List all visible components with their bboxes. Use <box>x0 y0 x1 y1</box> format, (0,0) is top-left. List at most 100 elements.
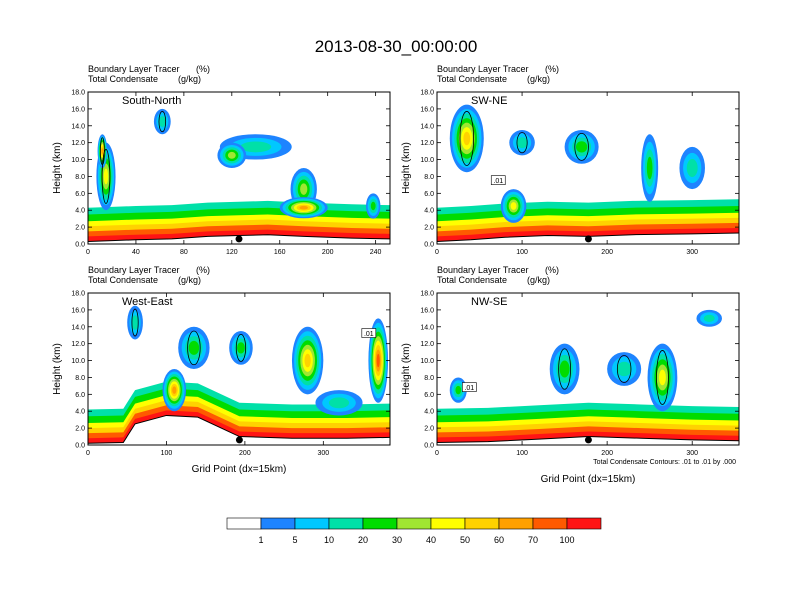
colorbar-swatch <box>498 517 534 530</box>
plot-frame <box>87 292 391 446</box>
y-tick-label: 16.0 <box>71 307 85 314</box>
terrain-outline <box>437 232 739 242</box>
panel-south-north: Boundary Layer Tracer (%) Total Condensate… <box>52 64 391 256</box>
meta-condensate-unit: (g/kg) <box>178 74 201 84</box>
y-axis-label: Height (km) <box>401 142 412 194</box>
meta-tracer-unit: (%) <box>196 64 210 74</box>
colorbar-swatch <box>260 517 296 530</box>
tracer-plume <box>328 397 350 409</box>
meta-tracer-label: Boundary Layer Tracer <box>88 64 180 74</box>
x-tick-label: 160 <box>274 249 286 256</box>
condensate-contour <box>131 308 139 337</box>
x-tick-label: 120 <box>226 249 238 256</box>
tracer-field <box>88 92 390 244</box>
tracer-plume <box>703 314 715 322</box>
colorbar-label: 50 <box>460 535 470 545</box>
meta-tracer-unit: (%) <box>196 265 210 275</box>
plot-frame <box>436 292 740 446</box>
figure-title: 2013-08-30_00:00:00 <box>315 37 478 56</box>
y-tick-label: 0.0 <box>424 443 434 450</box>
tracer-plume <box>103 168 109 185</box>
y-tick-label: 10.0 <box>420 358 434 365</box>
plot-frame <box>436 91 740 245</box>
y-tick-label: 12.0 <box>420 341 434 348</box>
colorbar-label: 10 <box>324 535 334 545</box>
tracer-plume <box>575 141 588 153</box>
colorbar-swatch <box>532 517 568 530</box>
y-tick-label: 10.0 <box>420 157 434 164</box>
y-tick-label: 2.0 <box>75 426 85 433</box>
tracer-plume <box>370 201 376 211</box>
meta-tracer-label: Boundary Layer Tracer <box>437 265 529 275</box>
tracer-plume <box>304 353 311 368</box>
y-tick-label: 12.0 <box>71 341 85 348</box>
y-tick-label: 2.0 <box>75 225 85 232</box>
x-tick-label: 100 <box>161 450 173 457</box>
meta-condensate-label: Total Condensate <box>88 74 158 84</box>
panel-west-east: Boundary Layer Tracer (%) Total Condensate… <box>52 265 391 475</box>
condensate-contour <box>100 137 105 166</box>
y-tick-label: 8.0 <box>75 375 85 382</box>
x-tick-label: 80 <box>180 249 188 256</box>
y-tick-label: 4.0 <box>75 409 85 416</box>
tracer-plume <box>616 361 632 377</box>
tracer-plume <box>463 131 471 146</box>
y-tick-label: 18.0 <box>71 291 85 298</box>
y-tick-label: 6.0 <box>75 191 85 198</box>
contour-label: .01 <box>493 178 503 185</box>
panel-label: SW-NE <box>471 95 507 107</box>
colorbar-swatch <box>430 517 466 530</box>
panel-label: NW-SE <box>471 296 507 308</box>
tracer-plume <box>559 360 570 378</box>
x-tick-label: 200 <box>322 249 334 256</box>
tracer-plume <box>376 353 380 368</box>
location-marker <box>235 436 243 444</box>
x-tick-label: 0 <box>435 450 439 457</box>
contour-label: .01 <box>364 331 374 338</box>
panel-nw-se: Boundary Layer Tracer (%) Total Condensate… <box>401 265 740 485</box>
y-tick-label: 12.0 <box>71 140 85 147</box>
meta-condensate-unit: (g/kg) <box>527 275 550 285</box>
condensate-contour <box>235 333 247 362</box>
colorbar-swatch <box>328 517 364 530</box>
location-marker <box>584 235 592 243</box>
terrain-outline <box>88 234 390 242</box>
y-tick-label: 14.0 <box>71 123 85 130</box>
tracer-plume <box>237 342 245 354</box>
x-tick-label: 300 <box>686 249 698 256</box>
y-tick-label: 8.0 <box>424 375 434 382</box>
colorbar-swatch <box>294 517 330 530</box>
y-tick-label: 14.0 <box>420 123 434 130</box>
condensate-contour <box>158 111 167 133</box>
condensate-contour <box>656 350 669 405</box>
meta-tracer-label: Boundary Layer Tracer <box>437 64 529 74</box>
x-tick-label: 200 <box>239 450 251 457</box>
contour-label-box <box>361 328 377 338</box>
x-tick-label: 240 <box>370 249 382 256</box>
tracer-plume <box>240 141 272 153</box>
tracer-plume <box>188 340 200 355</box>
tracer-plume <box>646 156 653 180</box>
y-tick-label: 10.0 <box>71 157 85 164</box>
tracer-plume <box>131 315 139 330</box>
y-tick-label: 14.0 <box>420 324 434 331</box>
x-axis-label: Grid Point (dx=15km) <box>541 474 636 485</box>
y-tick-label: 0.0 <box>75 242 85 249</box>
tracer-field: .01 <box>437 92 739 244</box>
contour-label-box <box>462 382 477 392</box>
tracer-plume <box>510 202 517 210</box>
y-tick-label: 18.0 <box>420 291 434 298</box>
y-tick-label: 0.0 <box>424 242 434 249</box>
contour-label: .01 <box>464 385 474 392</box>
x-tick-label: 0 <box>86 450 90 457</box>
y-tick-label: 8.0 <box>424 174 434 181</box>
y-tick-label: 16.0 <box>71 106 85 113</box>
y-axis-label: Height (km) <box>401 343 412 395</box>
tracer-field: .01 <box>437 293 739 445</box>
x-tick-label: 100 <box>516 249 528 256</box>
x-tick-label: 300 <box>317 450 329 457</box>
condensate-contour <box>459 111 474 166</box>
contour-footnote: Total Condensate Contours: .01 to .01 by… <box>593 459 736 466</box>
y-tick-label: 16.0 <box>420 106 434 113</box>
